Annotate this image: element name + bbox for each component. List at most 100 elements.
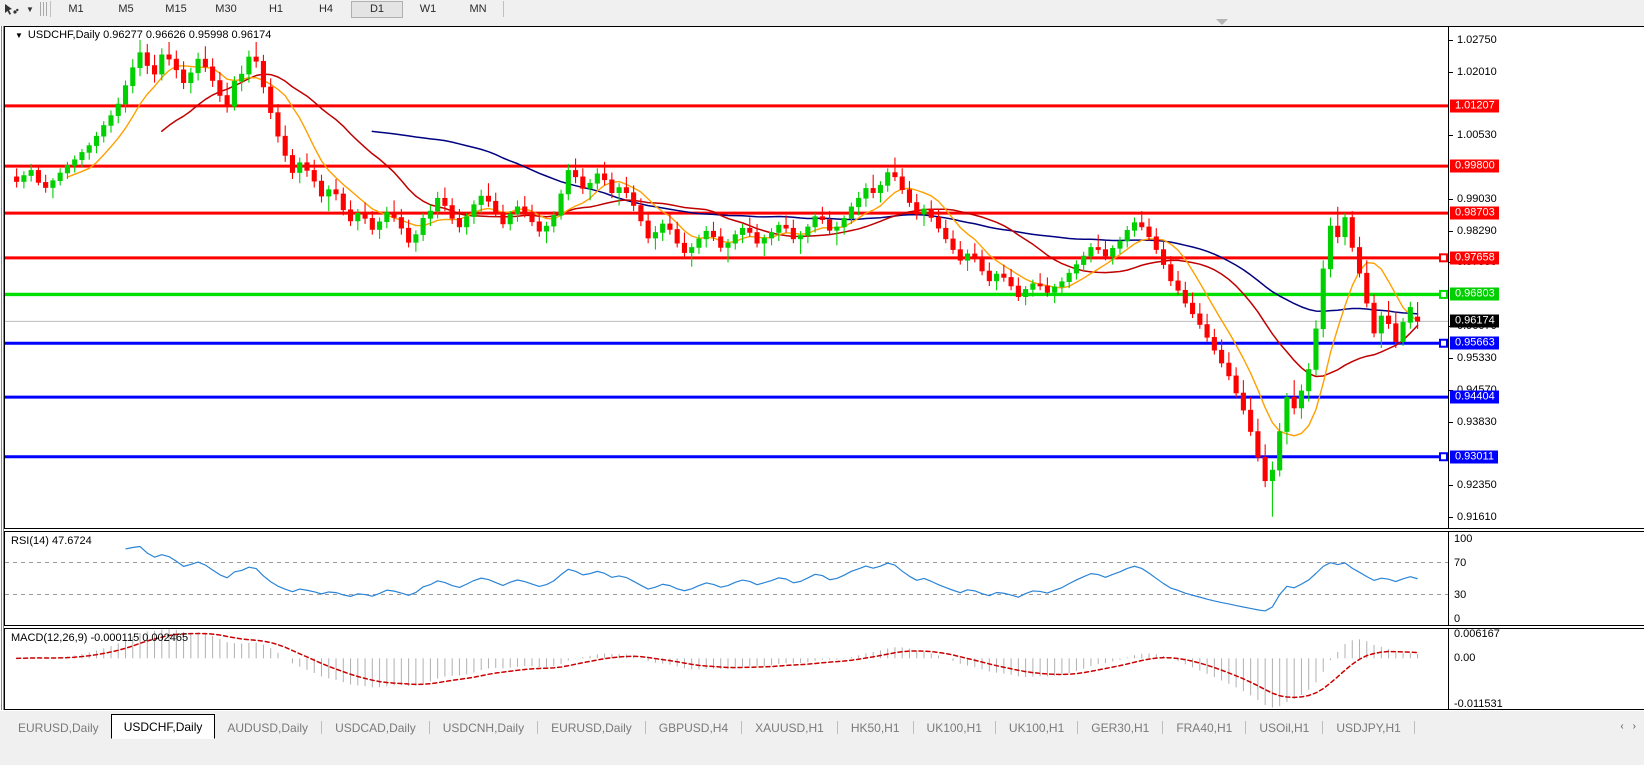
price-level-label-price[interactable]: 0.96174: [1450, 314, 1499, 328]
tab-separator: [537, 720, 539, 734]
price-tick: 0.99030: [1449, 193, 1497, 205]
price-level-label-resistance[interactable]: 1.01207: [1450, 99, 1499, 113]
rsi-axis: 100 70 30 0: [1448, 532, 1644, 625]
rsi-svg: [5, 545, 1448, 612]
rsi-tick: 30: [1454, 588, 1467, 601]
tab-separator: [1322, 720, 1324, 734]
symbol-quote-line: ▼ USDCHF,Daily 0.96277 0.96626 0.95998 0…: [15, 29, 271, 41]
chart-tab-usdcad-daily[interactable]: USDCAD,Daily: [335, 721, 416, 735]
rsi-tick: 70: [1454, 556, 1467, 569]
timeframe-button-mn[interactable]: MN: [469, 3, 487, 15]
symbol-quote-text: USDCHF,Daily 0.96277 0.96626 0.95998 0.9…: [27, 29, 272, 41]
chart-top-band: [0, 18, 1644, 26]
tab-separator: [644, 720, 646, 734]
macd-tick: 0.00: [1454, 652, 1476, 665]
tab-separator: [1413, 720, 1415, 734]
toolbar-separator: [50, 1, 51, 17]
macd-tick: 0.006167: [1454, 627, 1500, 640]
triangle-down-marker-icon[interactable]: [1216, 19, 1228, 25]
tick-dash: [1449, 199, 1453, 201]
tick-dash: [1449, 71, 1453, 73]
rsi-tick: 100: [1454, 532, 1473, 545]
triangle-down-icon[interactable]: ▼: [15, 30, 23, 40]
tick-dash: [1449, 39, 1453, 41]
chart-tab-usdcnh-daily[interactable]: USDCNH,Daily: [442, 721, 525, 735]
price-tick: 0.91610: [1449, 511, 1497, 523]
chart-tab-fra40-h1[interactable]: FRA40,H1: [1176, 721, 1233, 735]
rsi-panel[interactable]: RSI(14) 47.6724 100 70 30 0: [4, 531, 1644, 626]
chart-tab-usdjpy-h1[interactable]: USDJPY,H1: [1336, 721, 1401, 735]
timeframe-button-d1[interactable]: D1: [351, 0, 403, 18]
tick-dash: [1449, 485, 1453, 487]
chart-tab-usdchf-daily[interactable]: USDCHF,Daily: [110, 714, 216, 739]
rsi-plot[interactable]: [5, 532, 1448, 625]
tick-dash: [1449, 421, 1453, 423]
candlestick-svg: [5, 39, 1448, 517]
timeframe-buttons: M1 M5 M15 M30 H1 H4 D1 W1 MN: [51, 0, 503, 18]
chart-tab-hk50-h1[interactable]: HK50,H1: [850, 721, 900, 735]
macd-tick: -0.011531: [1454, 698, 1503, 711]
tab-separator: [1077, 720, 1079, 734]
chart-tabs: EURUSD,Daily USDCHF,Daily AUDUSD,Daily USDC…: [6, 714, 1416, 739]
toolbar-separator-right: [503, 1, 504, 17]
price-level-label-resistance[interactable]: 0.99800: [1450, 159, 1499, 173]
crosshair-cursor-icon[interactable]: [0, 1, 22, 17]
tab-separator: [1162, 720, 1164, 734]
tab-separator: [994, 720, 996, 734]
tab-separator: [912, 720, 914, 734]
timeframe-button-h4[interactable]: H4: [318, 3, 334, 15]
timeframe-button-m15[interactable]: M15: [165, 3, 187, 15]
timeframe-button-w1[interactable]: W1: [419, 3, 437, 15]
chevron-right-icon[interactable]: ›: [1632, 721, 1636, 732]
chart-area: ▼ USDCHF,Daily 0.96277 0.96626 0.95998 0…: [0, 18, 1644, 728]
tick-dash: [1449, 357, 1453, 359]
chart-tab-gbpusd-h4[interactable]: GBPUSD,H4: [658, 721, 729, 735]
toolbar-dropdown-icon[interactable]: ▼: [26, 4, 34, 14]
macd-plot[interactable]: [5, 629, 1448, 709]
price-level-label-support[interactable]: 0.95663: [1450, 336, 1499, 350]
price-level-label-support[interactable]: 0.93011: [1450, 450, 1498, 464]
price-tick: 0.93830: [1449, 416, 1497, 428]
price-level-label-resistance[interactable]: 0.97658: [1450, 251, 1499, 265]
timeframe-button-m30[interactable]: M30: [215, 3, 237, 15]
price-panel[interactable]: ▼ USDCHF,Daily 0.96277 0.96626 0.95998 0…: [4, 26, 1644, 529]
macd-svg: [15, 629, 1419, 708]
price-tick: 1.02750: [1449, 34, 1497, 46]
timeframe-button-h1[interactable]: H1: [268, 3, 284, 15]
toolbar-drag-handle[interactable]: [40, 2, 47, 16]
chart-tab-xauusd-h1[interactable]: XAUUSD,H1: [755, 721, 824, 735]
chart-tab-uk100-h1[interactable]: UK100,H1: [926, 721, 982, 735]
timeframe-toolbar: ▼ M1 M5 M15 M30 H1 H4 D1 W1 MN: [0, 0, 1644, 19]
price-level-label-support[interactable]: 0.94404: [1450, 390, 1499, 404]
tab-separator: [1245, 720, 1247, 734]
price-tick: 0.95330: [1449, 352, 1497, 364]
timeframe-button-m5[interactable]: M5: [118, 3, 134, 15]
chart-tab-ger30-h1[interactable]: GER30,H1: [1091, 721, 1150, 735]
price-tick: 0.98290: [1449, 225, 1497, 237]
chart-tab-audusd-daily[interactable]: AUDUSD,Daily: [227, 721, 309, 735]
macd-label: MACD(12,26,9) -0.000115 0.002465: [11, 632, 189, 644]
price-tick: 1.02010: [1449, 66, 1497, 78]
price-tick: 0.92350: [1449, 479, 1497, 491]
chart-tab-uk100-h1[interactable]: UK100,H1: [1008, 721, 1065, 735]
timeframe-button-m1[interactable]: M1: [68, 3, 84, 15]
price-level-label-pivot[interactable]: 0.96803: [1450, 287, 1499, 301]
macd-axis: 0.006167 0.00 -0.011531: [1448, 627, 1644, 711]
rsi-tick: 0: [1454, 612, 1461, 625]
tick-dash: [1449, 230, 1453, 232]
tick-dash: [1449, 390, 1453, 391]
chevron-left-icon[interactable]: ‹: [1620, 721, 1624, 732]
price-level-label-resistance[interactable]: 0.98703: [1450, 206, 1499, 220]
tab-separator: [741, 720, 743, 734]
chart-left-border: [0, 26, 4, 710]
tab-scroll-arrows: ‹ ›: [1620, 721, 1636, 732]
price-axis[interactable]: 1.027501.020101.005300.990300.982900.975…: [1448, 27, 1644, 528]
chart-tab-eurusd-daily[interactable]: EURUSD,Daily: [18, 721, 99, 735]
price-plot[interactable]: [5, 27, 1448, 528]
chart-tab-usoil-h1[interactable]: USOil,H1: [1259, 721, 1310, 735]
chart-tab-eurusd-daily[interactable]: EURUSD,Daily: [551, 721, 632, 735]
rsi-label: RSI(14) 47.6724: [11, 535, 92, 547]
chart-tab-bar: EURUSD,Daily USDCHF,Daily AUDUSD,Daily USDC…: [0, 710, 1644, 765]
macd-panel[interactable]: MACD(12,26,9) -0.000115 0.002465 0.00616…: [4, 628, 1644, 710]
